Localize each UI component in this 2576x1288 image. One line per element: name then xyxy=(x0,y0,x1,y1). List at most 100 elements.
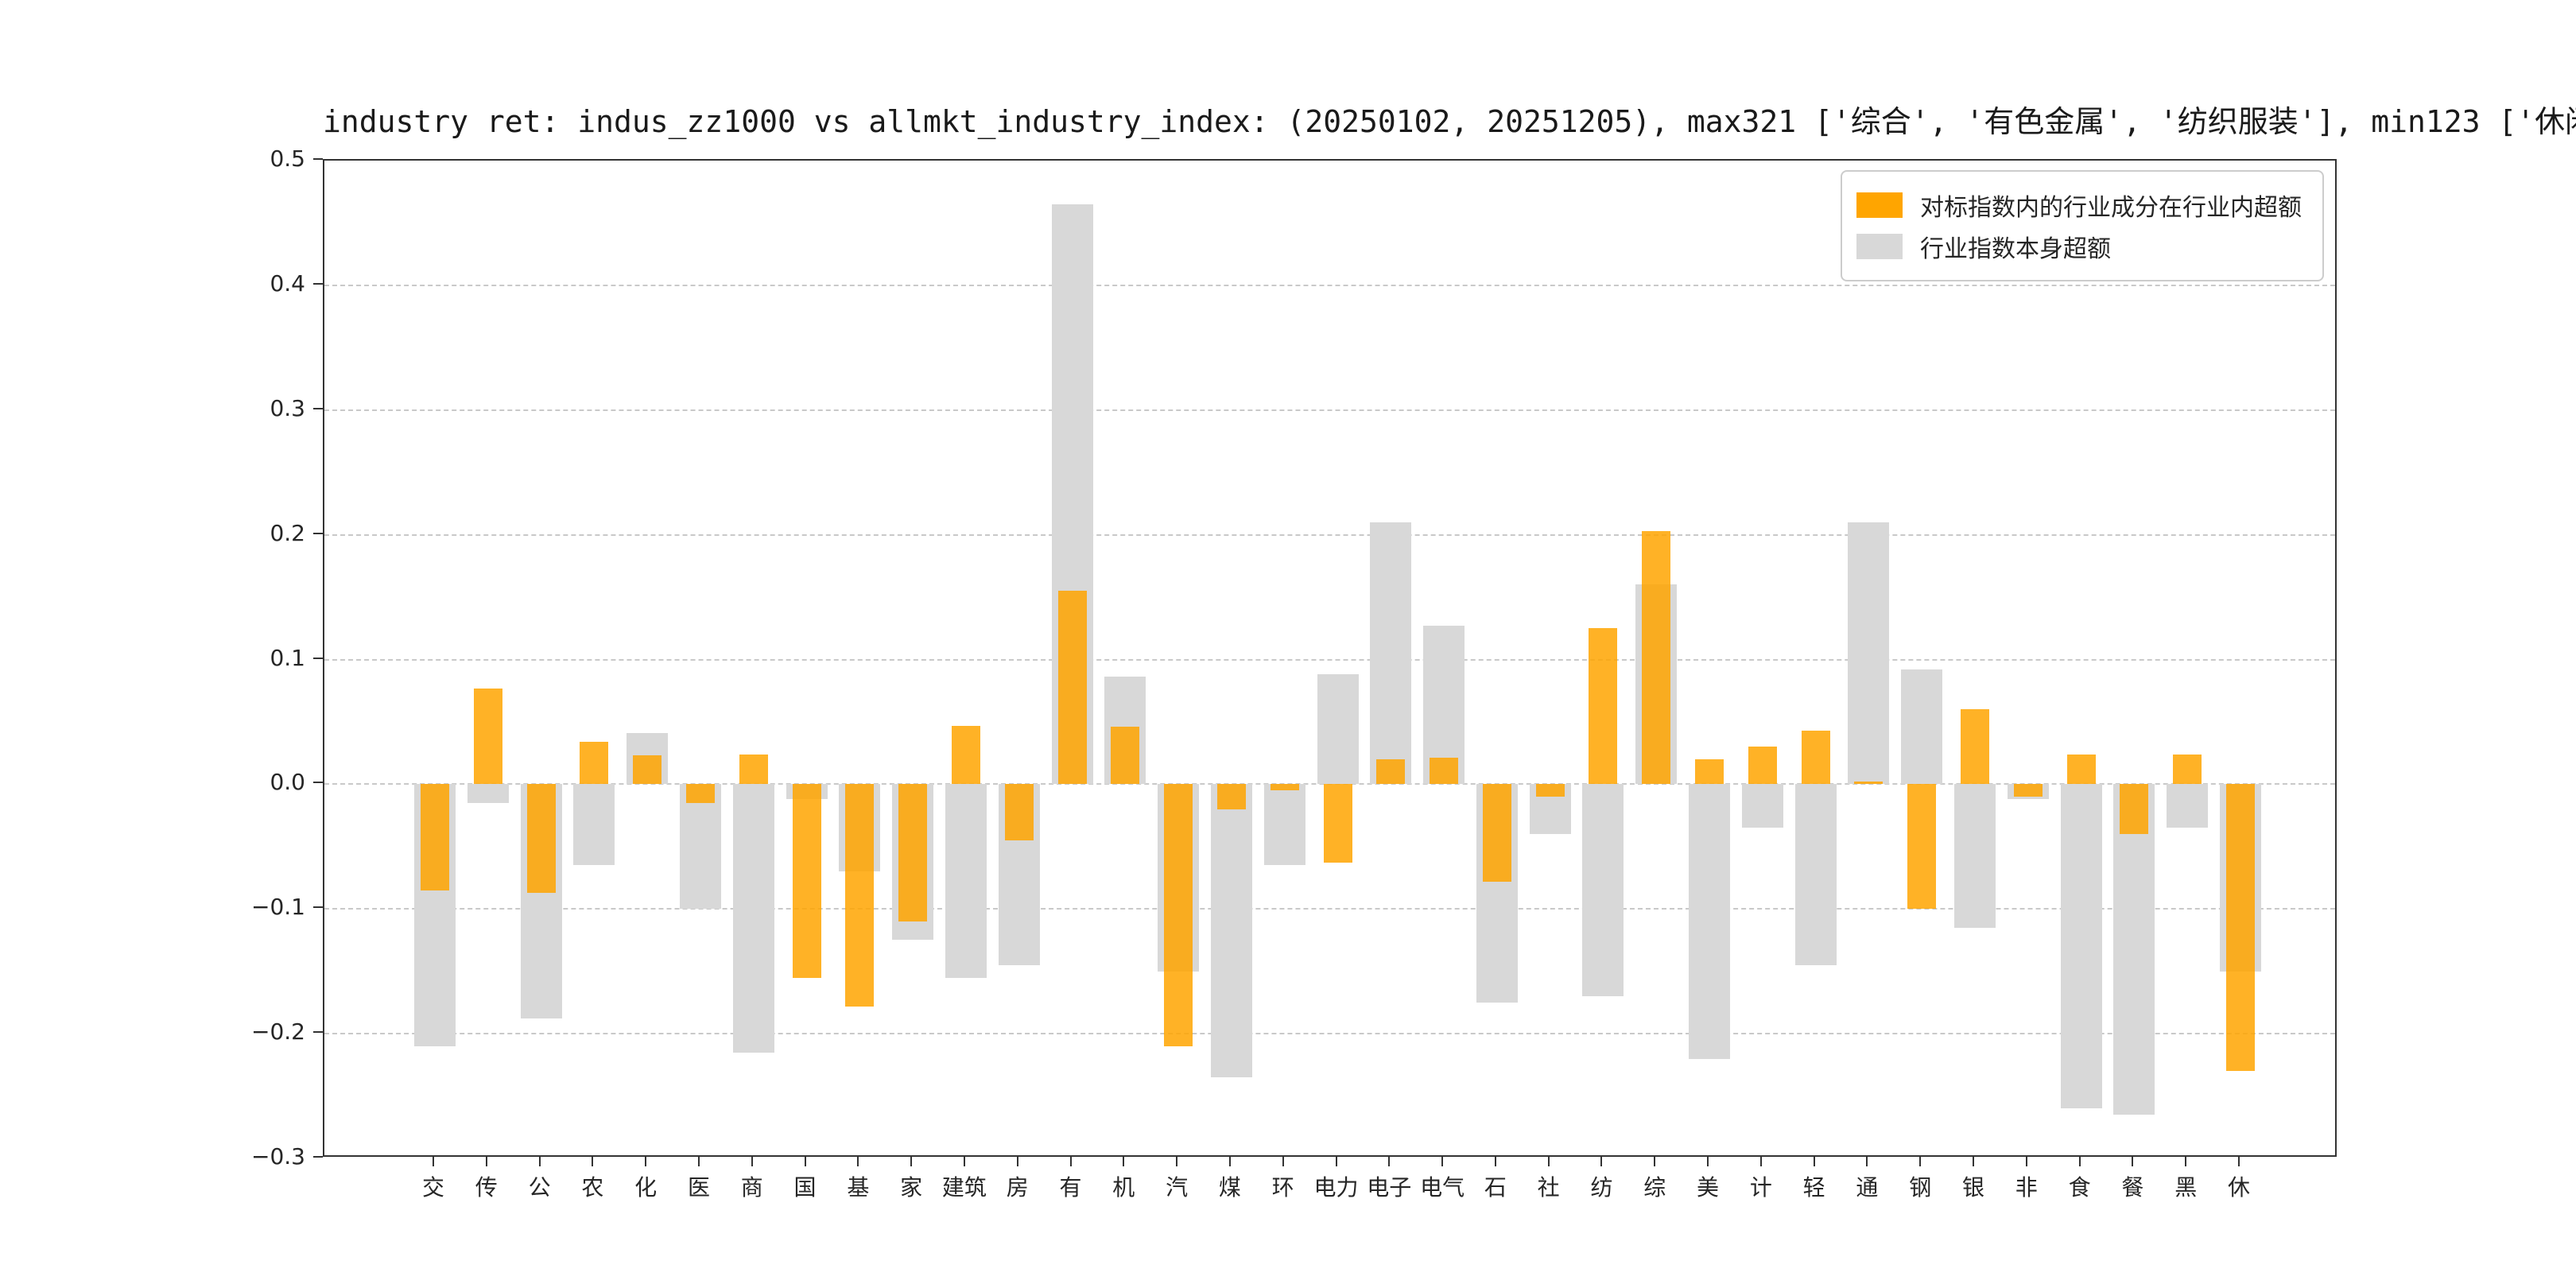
x-tick-mark xyxy=(1123,1157,1125,1166)
orange-bar-基 xyxy=(845,784,875,1007)
x-tick-mark xyxy=(2132,1157,2134,1166)
y-tick-mark xyxy=(313,906,323,909)
orange-bar-公 xyxy=(526,784,556,893)
x-tick-mark xyxy=(1069,1157,1072,1166)
gridline-0.3 xyxy=(324,409,2335,411)
x-tick-label-餐: 餐 xyxy=(2121,1174,2144,1201)
orange-bar-食 xyxy=(2066,754,2096,785)
orange-bar-电力 xyxy=(1323,784,1352,863)
x-tick-label-国: 国 xyxy=(793,1174,817,1201)
x-tick-mark xyxy=(1176,1157,1178,1166)
x-tick-label-医: 医 xyxy=(687,1174,710,1201)
gray-bar-环 xyxy=(1263,784,1305,866)
y-tick-label: 0.2 xyxy=(270,519,305,546)
orange-bar-餐 xyxy=(2120,784,2149,835)
y-tick-mark xyxy=(313,532,323,534)
x-tick-label-机: 机 xyxy=(1112,1174,1135,1201)
x-tick-mark xyxy=(1654,1157,1656,1166)
x-tick-label-综: 综 xyxy=(1643,1174,1666,1201)
gridline-0.1 xyxy=(324,658,2335,661)
x-tick-label-传: 传 xyxy=(475,1174,498,1201)
x-tick-label-电力: 电力 xyxy=(1313,1174,1359,1201)
x-tick-mark xyxy=(1016,1157,1018,1166)
x-tick-mark xyxy=(1919,1157,1922,1166)
x-tick-label-房: 房 xyxy=(1006,1174,1029,1201)
gray-bar-餐 xyxy=(2113,784,2155,1115)
x-tick-mark xyxy=(1547,1157,1550,1166)
gray-bar-纺 xyxy=(1582,784,1624,997)
x-tick-mark xyxy=(857,1157,859,1166)
orange-bar-交 xyxy=(421,784,449,890)
y-tick-label: 0.5 xyxy=(270,145,305,172)
gray-bar-电气 xyxy=(1423,626,1465,785)
x-tick-label-石: 石 xyxy=(1484,1174,1507,1201)
y-tick-label: 0.3 xyxy=(270,394,305,421)
x-tick-label-农: 农 xyxy=(581,1174,604,1201)
orange-bar-综 xyxy=(1642,530,1671,785)
x-tick-label-建筑: 建筑 xyxy=(941,1174,987,1201)
x-tick-mark xyxy=(910,1157,913,1166)
plot-area: 对标指数内的行业成分在行业内超额 行业指数本身超额 xyxy=(323,159,2337,1157)
x-tick-label-交: 交 xyxy=(421,1174,445,1201)
orange-bar-美 xyxy=(1695,759,1724,785)
orange-bar-环 xyxy=(1270,784,1299,791)
x-tick-mark xyxy=(1866,1157,1868,1166)
gray-bar-农 xyxy=(573,784,615,866)
y-tick-label: 0.4 xyxy=(270,270,305,297)
x-tick-mark xyxy=(1973,1157,1975,1166)
x-tick-mark xyxy=(592,1157,594,1166)
y-tick-label: −0.2 xyxy=(251,1018,305,1046)
x-tick-mark xyxy=(485,1157,487,1166)
x-tick-mark xyxy=(645,1157,647,1166)
x-tick-label-电气: 电气 xyxy=(1420,1174,1465,1201)
gray-bar-银 xyxy=(1954,784,1996,928)
orange-bar-计 xyxy=(1748,747,1777,785)
legend-item-component-excess: 对标指数内的行业成分在行业内超额 xyxy=(1856,184,2302,226)
x-tick-mark xyxy=(1813,1157,1815,1166)
x-tick-mark xyxy=(1494,1157,1496,1166)
legend-swatch-gray xyxy=(1856,234,1903,259)
gray-bar-食 xyxy=(2060,784,2102,1109)
x-tick-label-通: 通 xyxy=(1856,1174,1879,1201)
orange-bar-医 xyxy=(685,784,715,803)
x-tick-label-有: 有 xyxy=(1059,1174,1082,1201)
legend: 对标指数内的行业成分在行业内超额 行业指数本身超额 xyxy=(1841,170,2324,281)
orange-bar-休 xyxy=(2226,784,2255,1072)
gridline-0.2 xyxy=(324,533,2335,536)
x-tick-label-汽: 汽 xyxy=(1166,1174,1189,1201)
gray-bar-黑 xyxy=(2167,784,2209,828)
gridline-0.4 xyxy=(324,284,2335,286)
x-tick-label-纺: 纺 xyxy=(1590,1174,1613,1201)
x-tick-mark xyxy=(697,1157,700,1166)
gray-bar-传 xyxy=(467,784,509,803)
y-tick-label: 0.1 xyxy=(270,644,305,671)
x-tick-mark xyxy=(1388,1157,1391,1166)
chart-title: industry ret: indus_zz1000 vs allmkt_ind… xyxy=(323,104,2576,139)
y-tick-mark xyxy=(313,782,323,784)
x-tick-mark xyxy=(1759,1157,1762,1166)
y-tick-mark xyxy=(313,407,323,409)
gray-bar-钢 xyxy=(1901,669,1943,785)
x-tick-label-基: 基 xyxy=(847,1174,870,1201)
x-tick-label-电子: 电子 xyxy=(1367,1174,1412,1201)
x-tick-mark xyxy=(2078,1157,2081,1166)
y-tick-mark xyxy=(313,657,323,659)
x-tick-label-食: 食 xyxy=(2068,1174,2091,1201)
x-tick-mark xyxy=(963,1157,965,1166)
x-tick-label-商: 商 xyxy=(740,1174,763,1201)
x-tick-label-计: 计 xyxy=(1749,1174,1772,1201)
orange-bar-电气 xyxy=(1430,758,1459,785)
x-tick-mark xyxy=(538,1157,541,1166)
x-tick-mark xyxy=(2025,1157,2027,1166)
orange-bar-农 xyxy=(580,742,609,785)
orange-bar-轻 xyxy=(1801,730,1830,785)
gray-bar-电力 xyxy=(1317,674,1359,785)
gray-bar-电子 xyxy=(1370,522,1412,785)
orange-bar-机 xyxy=(1111,727,1140,785)
x-tick-label-银: 银 xyxy=(1962,1174,1985,1201)
gray-bar-商 xyxy=(732,784,774,1053)
x-tick-mark xyxy=(1228,1157,1231,1166)
gray-bar-建筑 xyxy=(945,784,987,978)
gridline-−0.2 xyxy=(324,1033,2335,1035)
